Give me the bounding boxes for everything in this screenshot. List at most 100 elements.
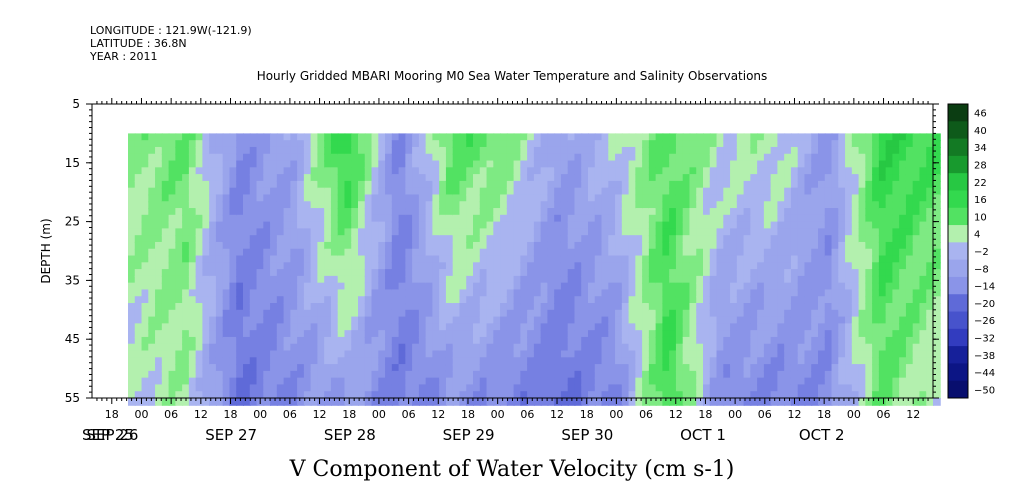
heat-cell [229, 262, 238, 271]
heat-cell [182, 398, 190, 406]
heat-cell [872, 262, 880, 271]
heat-cell [303, 384, 312, 393]
heat-cell [215, 255, 224, 264]
heat-cell [466, 174, 474, 182]
heat-cell [824, 282, 833, 291]
heat-cell [324, 235, 332, 243]
heat-cell [845, 391, 853, 399]
heat-cell [249, 174, 258, 182]
heat-cell [926, 336, 934, 345]
heat-cell [283, 180, 292, 189]
heat-cell [168, 269, 177, 277]
heat-cell [486, 248, 495, 257]
heat-cell [182, 303, 190, 311]
heat-cell [229, 214, 238, 223]
heat-cell [851, 241, 860, 250]
heat-cell [161, 146, 170, 155]
heat-cell [675, 377, 684, 386]
heat-cell [919, 201, 928, 210]
heat-cell [344, 269, 353, 277]
heat-cell [479, 221, 488, 230]
heat-cell [845, 377, 853, 386]
heat-cell [222, 167, 231, 176]
heat-cell [215, 350, 224, 359]
heat-cell [669, 248, 677, 257]
heat-cell [297, 370, 305, 379]
heat-cell [858, 174, 867, 182]
heat-cell [851, 336, 860, 345]
heat-cell [222, 248, 231, 257]
heat-cell [486, 336, 495, 345]
heat-cell [608, 269, 617, 277]
heat-cell [432, 167, 441, 176]
heat-cell [432, 336, 441, 345]
heat-cell [824, 248, 833, 257]
heat-cell [256, 357, 265, 366]
heat-cell [858, 364, 867, 372]
heat-cell [344, 146, 353, 155]
heat-cell [155, 282, 163, 291]
heat-cell [134, 384, 143, 393]
heat-cell [364, 364, 373, 372]
heat-cell [317, 228, 326, 237]
heat-cell [845, 208, 853, 216]
heat-cell [865, 174, 874, 182]
heat-cell [405, 201, 414, 210]
heat-cell [500, 269, 508, 277]
heat-cell [892, 187, 901, 196]
heat-cell [709, 391, 718, 399]
heat-cell [594, 194, 603, 203]
heat-cell [905, 235, 914, 243]
heat-cell [134, 221, 143, 230]
heat-cell [892, 194, 901, 203]
heat-cell [709, 228, 718, 237]
heat-cell [432, 398, 441, 406]
heat-cell [182, 160, 190, 169]
heat-cell [716, 330, 725, 338]
heat-cell [276, 208, 285, 216]
heat-cell [134, 275, 143, 284]
heat-cell [790, 214, 799, 223]
heat-cell [905, 262, 914, 271]
heat-cell [736, 316, 745, 325]
heat-cell [560, 228, 569, 237]
heat-cell [161, 241, 170, 250]
heat-cell [777, 194, 786, 203]
heat-cell [418, 140, 427, 148]
heat-cell [858, 194, 867, 203]
heat-cell [703, 160, 711, 169]
heat-cell [709, 214, 718, 223]
heat-cell [635, 330, 644, 338]
heat-cell [249, 282, 258, 291]
heat-cell [919, 241, 928, 250]
heat-cell [703, 296, 711, 305]
heat-cell [506, 296, 515, 305]
heat-cell [905, 208, 914, 216]
heat-cell [655, 323, 664, 332]
heat-cell [892, 282, 901, 291]
heat-cell [818, 303, 826, 311]
heat-cell [899, 330, 907, 338]
heat-cell [905, 241, 914, 250]
heat-cell [236, 133, 244, 142]
heat-cell [594, 146, 603, 155]
heat-cell [716, 336, 725, 345]
heat-cell [317, 343, 326, 352]
heat-cell [615, 228, 623, 237]
heat-cell [155, 323, 163, 332]
heat-cell [276, 160, 285, 169]
heat-cell [594, 180, 603, 189]
heat-cell [601, 187, 610, 196]
heat-cell [608, 262, 617, 271]
heat-cell [161, 370, 170, 379]
heat-cell [885, 391, 894, 399]
heat-cell [547, 336, 556, 345]
heat-cell [513, 174, 522, 182]
heat-cell [378, 296, 387, 305]
heat-cell [703, 187, 711, 196]
heat-cell [256, 330, 265, 338]
heat-cell [493, 377, 502, 386]
heat-cell [452, 350, 461, 359]
heat-cell [432, 214, 441, 223]
heat-cell [892, 309, 901, 318]
